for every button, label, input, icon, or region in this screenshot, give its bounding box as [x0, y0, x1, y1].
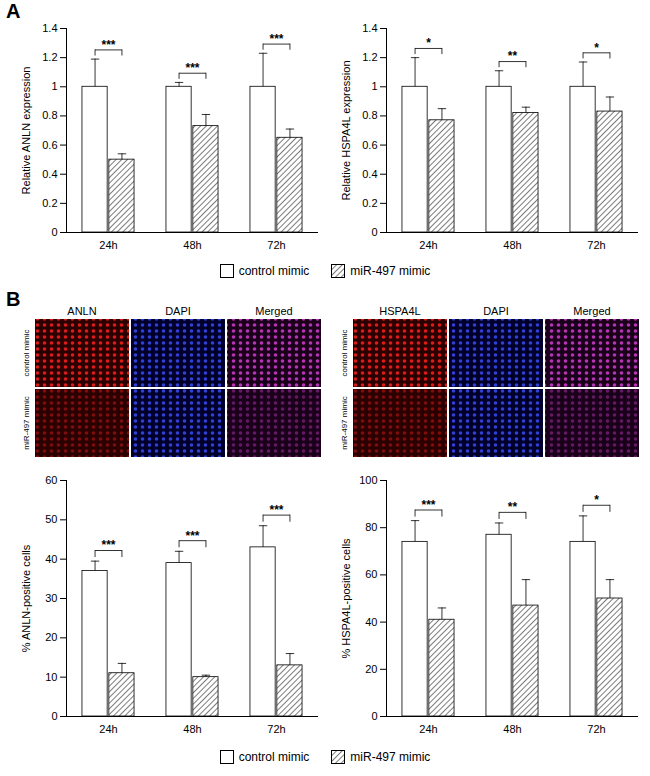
svg-text:DAPI: DAPI: [483, 305, 509, 317]
svg-text:% HSPA4L-positive cells: % HSPA4L-positive cells: [340, 538, 352, 659]
svg-text:control mimic: control mimic: [340, 329, 349, 376]
svg-text:*: *: [426, 36, 431, 50]
svg-text:miR-497 mimic: miR-497 mimic: [340, 396, 349, 449]
svg-text:100: 100: [359, 474, 377, 486]
svg-text:0.4: 0.4: [42, 168, 57, 180]
svg-text:*: *: [594, 41, 599, 55]
svg-text:***: ***: [269, 503, 283, 517]
svg-text:0.2: 0.2: [42, 197, 57, 209]
svg-text:0.8: 0.8: [362, 109, 377, 121]
svg-text:miR-497 mimic: miR-497 mimic: [22, 396, 31, 449]
html-text:A: A: [6, 0, 21, 22]
svg-text:0: 0: [51, 226, 57, 238]
svg-text:60: 60: [365, 568, 377, 580]
svg-text:20: 20: [45, 631, 57, 643]
svg-text:72h: 72h: [267, 239, 285, 251]
svg-text:60: 60: [45, 474, 57, 486]
svg-text:72h: 72h: [267, 723, 285, 735]
svg-text:48h: 48h: [183, 723, 201, 735]
svg-text:1.4: 1.4: [362, 22, 377, 34]
svg-text:80: 80: [365, 521, 377, 533]
html-text:miR-497 mimic: miR-497 mimic: [350, 264, 431, 278]
svg-text:***: ***: [421, 498, 435, 512]
html-text:control mimic: control mimic: [238, 264, 310, 278]
svg-text:Relative ANLN expression: Relative ANLN expression: [20, 67, 32, 195]
svg-text:48h: 48h: [503, 239, 521, 251]
html-text:miR-497 mimic: miR-497 mimic: [350, 750, 431, 764]
svg-text:0: 0: [371, 710, 377, 722]
svg-text:ANLN: ANLN: [67, 305, 96, 317]
svg-text:1: 1: [51, 80, 57, 92]
svg-text:1.2: 1.2: [362, 51, 377, 63]
svg-text:Merged: Merged: [255, 305, 292, 317]
svg-text:48h: 48h: [183, 239, 201, 251]
svg-text:48h: 48h: [503, 723, 521, 735]
svg-text:***: ***: [185, 61, 199, 75]
svg-text:***: ***: [185, 529, 199, 543]
svg-text:*: *: [594, 493, 599, 507]
svg-text:0.2: 0.2: [362, 197, 377, 209]
svg-text:0.6: 0.6: [42, 139, 57, 151]
svg-text:10: 10: [45, 671, 57, 683]
svg-text:0.8: 0.8: [42, 109, 57, 121]
svg-text:40: 40: [45, 553, 57, 565]
svg-text:***: ***: [101, 38, 115, 52]
svg-text:0: 0: [51, 710, 57, 722]
svg-text:HSPA4L: HSPA4L: [379, 305, 420, 317]
svg-text:0: 0: [371, 226, 377, 238]
svg-text:40: 40: [365, 616, 377, 628]
svg-text:control mimic: control mimic: [22, 329, 31, 376]
svg-text:0.4: 0.4: [362, 168, 377, 180]
svg-text:72h: 72h: [587, 239, 605, 251]
svg-text:24h: 24h: [419, 239, 437, 251]
svg-text:Relative HSPA4L expression: Relative HSPA4L expression: [340, 60, 352, 200]
svg-text:1: 1: [371, 80, 377, 92]
svg-text:24h: 24h: [99, 723, 117, 735]
svg-text:**: **: [508, 49, 518, 63]
svg-text:% ANLN-positive cells: % ANLN-positive cells: [20, 544, 32, 652]
html-text:B: B: [6, 288, 21, 310]
svg-text:30: 30: [45, 592, 57, 604]
svg-text:DAPI: DAPI: [165, 305, 191, 317]
svg-text:20: 20: [365, 663, 377, 675]
svg-text:0.6: 0.6: [362, 139, 377, 151]
svg-text:24h: 24h: [419, 723, 437, 735]
svg-text:50: 50: [45, 513, 57, 525]
svg-text:**: **: [508, 500, 518, 514]
svg-text:24h: 24h: [99, 239, 117, 251]
svg-text:***: ***: [101, 538, 115, 552]
html-text:control mimic: control mimic: [238, 750, 310, 764]
svg-text:Merged: Merged: [573, 305, 610, 317]
svg-text:1.4: 1.4: [42, 22, 57, 34]
svg-text:***: ***: [269, 32, 283, 46]
svg-text:72h: 72h: [587, 723, 605, 735]
svg-text:1.2: 1.2: [42, 51, 57, 63]
